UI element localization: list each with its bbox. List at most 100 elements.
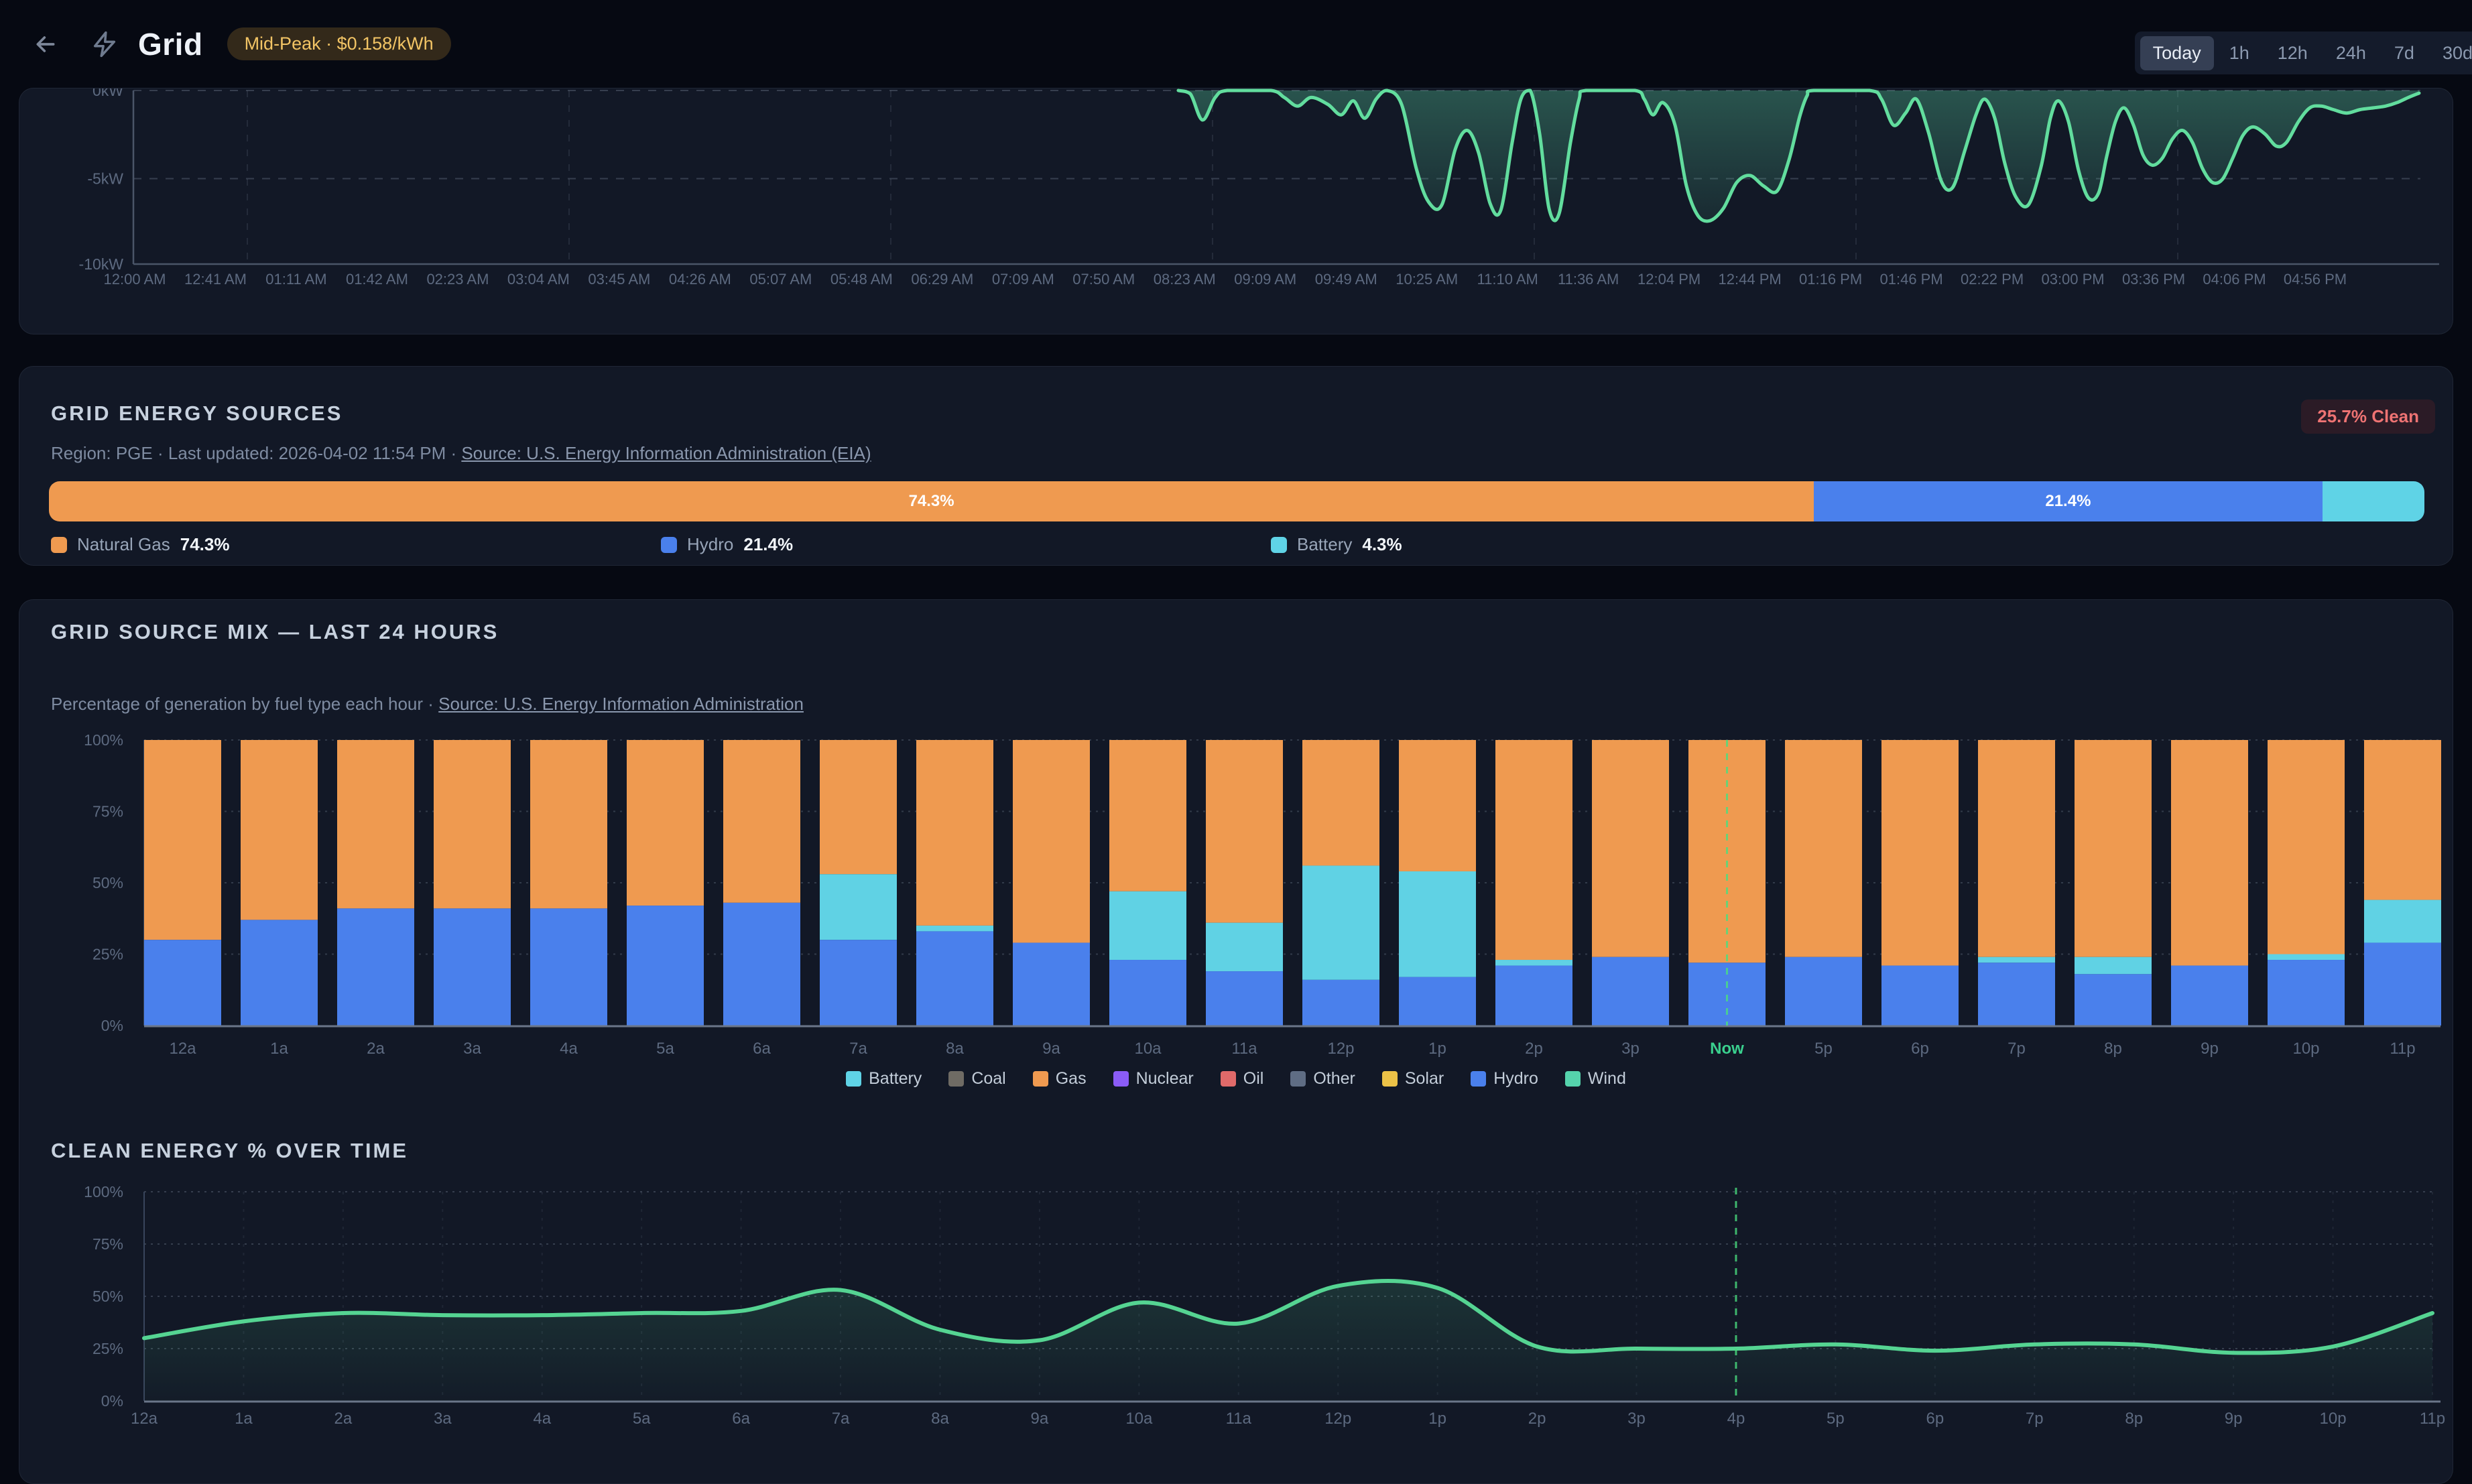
range-button-12h[interactable]: 12h xyxy=(2265,36,2321,70)
mix-bar-hydro-9a xyxy=(1013,942,1090,1026)
range-button-24h[interactable]: 24h xyxy=(2323,36,2379,70)
mix-bar-gas-4a xyxy=(530,740,607,909)
legend-item-battery: Battery 4.3% xyxy=(1271,534,1881,555)
power-area-fill xyxy=(1178,90,2419,222)
axis-tick-label: 3p xyxy=(1621,1040,1640,1058)
clean-percent-badge: 25.7% Clean xyxy=(2301,399,2435,434)
mix-bar-hydro-6p xyxy=(1881,965,1959,1026)
axis-tick-label: 8a xyxy=(931,1410,949,1428)
fuel-legend-label: Solar xyxy=(1404,1069,1444,1088)
axis-tick-label: 05:07 AM xyxy=(749,271,812,288)
mix-bar-gas-6a xyxy=(723,740,800,903)
axis-tick-label: 2a xyxy=(367,1040,385,1058)
mix-bar-gas-6p xyxy=(1881,740,1959,966)
sources-meta: Region: PGE · Last updated: 2026-04-02 1… xyxy=(51,443,871,463)
axis-tick-label: 4a xyxy=(533,1410,551,1428)
range-button-7d[interactable]: 7d xyxy=(2382,36,2427,70)
axis-tick-label: 7a xyxy=(832,1410,850,1428)
fuel-legend-label: Gas xyxy=(1055,1069,1087,1088)
fuel-legend-label: Battery xyxy=(869,1069,922,1088)
range-button-today[interactable]: Today xyxy=(2140,36,2214,70)
axis-tick-label: 01:11 AM xyxy=(265,271,326,288)
legend-label: Natural Gas xyxy=(77,534,170,554)
axis-tick-label: 12:41 AM xyxy=(184,271,247,288)
axis-tick-label: 03:45 AM xyxy=(588,271,650,288)
mix-bar-battery-7a xyxy=(820,874,897,940)
axis-tick-label: 09:09 AM xyxy=(1234,271,1296,288)
range-button-30d[interactable]: 30d xyxy=(2430,36,2472,70)
mix-bar-gas-8p xyxy=(2075,740,2152,957)
arrow-left-icon xyxy=(36,36,55,52)
mix-bar-hydro-12p xyxy=(1302,979,1379,1026)
axis-tick-label: 12p xyxy=(1324,1410,1351,1428)
legend-label: Hydro xyxy=(687,534,734,554)
mix-bar-hydro-1a xyxy=(241,920,318,1026)
axis-tick-label: 6p xyxy=(1911,1040,1929,1058)
axis-tick-label: 09:49 AM xyxy=(1315,271,1377,288)
mix-bar-battery-11a xyxy=(1206,922,1283,972)
sources-source-link[interactable]: Source: U.S. Energy Information Administ… xyxy=(461,443,871,463)
axis-tick-label: 5p xyxy=(1827,1410,1845,1428)
fuel-legend-label: Wind xyxy=(1587,1069,1626,1088)
axis-tick-label: 01:42 AM xyxy=(346,271,408,288)
fuel-legend-item-hydro: Hydro xyxy=(1471,1069,1538,1089)
grid-power-card: 0kW -5kW -10kW 12:00 AM 12:41 AM 01:11 AM 01:4… xyxy=(19,88,2453,334)
fuel-legend-item-oil: Oil xyxy=(1220,1069,1263,1089)
axis-tick-label: 75% xyxy=(92,1235,123,1253)
sources-meta-text: Region: PGE · Last updated: 2026-04-02 1… xyxy=(51,443,462,463)
segment-percent-label: 74.3% xyxy=(908,492,954,510)
axis-tick-label: 03:36 PM xyxy=(2122,271,2185,288)
axis-tick-label: 2p xyxy=(1525,1040,1543,1058)
mix-bar-hydro-8p xyxy=(2075,974,2152,1026)
axis-tick-label: 07:09 AM xyxy=(992,271,1054,288)
legend-item-hydro: Hydro 21.4% xyxy=(661,534,1271,555)
source-mix-source-link[interactable]: Source: U.S. Energy Information Administ… xyxy=(438,694,804,714)
tariff-badge: Mid-Peak · $0.158/kWh xyxy=(227,27,451,60)
back-button[interactable] xyxy=(28,27,63,62)
fuel-legend-label: Coal xyxy=(971,1069,1006,1088)
fuel-legend-swatch xyxy=(1220,1071,1236,1087)
axis-tick-label: 11a xyxy=(1226,1410,1252,1428)
legend-value: 74.3% xyxy=(180,534,230,554)
mix-bar-hydro-3a xyxy=(434,908,511,1026)
grid-energy-sources-card: GRID ENERGY SOURCES 25.7% Clean Region: … xyxy=(19,366,2453,566)
axis-tick-label: 0kW xyxy=(92,88,123,99)
mix-bar-hydro-2p xyxy=(1495,965,1572,1026)
legend-label: Battery xyxy=(1297,534,1353,554)
mix-bar-gas-3p xyxy=(1592,740,1669,957)
clean-line-series xyxy=(142,1279,2434,1355)
axis-tick-label: 7p xyxy=(2026,1410,2044,1428)
axis-tick-label: 12:04 PM xyxy=(1637,271,1701,288)
axis-tick-label: 75% xyxy=(92,803,123,820)
grid-source-mix-card: GRID SOURCE MIX — LAST 24 HOURS Percenta… xyxy=(19,599,2453,1484)
range-button-1h[interactable]: 1h xyxy=(2217,36,2262,70)
mix-bar-battery-7p xyxy=(1978,956,2055,963)
mix-bar-gas-12p xyxy=(1302,740,1379,866)
mix-bar-battery-8a xyxy=(916,925,993,932)
axis-tick-label: 5a xyxy=(656,1040,674,1058)
mix-bar-battery-2p xyxy=(1495,960,1572,966)
mix-bar-hydro-5a xyxy=(627,906,704,1026)
axis-tick-label: 4a xyxy=(560,1040,578,1058)
legend-item-natural-gas: Natural Gas 74.3% xyxy=(51,534,661,555)
clean-area-fill xyxy=(144,1280,2432,1401)
axis-tick-label: 02:22 PM xyxy=(1961,271,2024,288)
axis-tick-label: 8a xyxy=(946,1040,964,1058)
axis-tick-label: 01:46 PM xyxy=(1880,271,1943,288)
mix-bar-hydro-1p xyxy=(1399,977,1476,1026)
power-line-series xyxy=(1176,88,2421,223)
axis-tick-label: 10p xyxy=(2320,1410,2347,1428)
axis-tick-label: 1p xyxy=(1428,1410,1446,1428)
legend-swatch xyxy=(661,536,677,553)
fuel-legend-swatch xyxy=(1113,1071,1129,1087)
axis-tick-label: 11a xyxy=(1231,1040,1257,1058)
axis-tick-label: 06:29 AM xyxy=(911,271,973,288)
axis-tick-label: 08:23 AM xyxy=(1154,271,1216,288)
mix-bar-gas-9p xyxy=(2171,740,2248,966)
source-segment-natural-gas: 74.3% xyxy=(49,481,1814,521)
mix-bar-hydro-5p xyxy=(1785,956,1862,1026)
axis-tick-label: 10p xyxy=(2292,1040,2319,1058)
legend-swatch xyxy=(51,536,67,553)
fuel-legend-item-gas: Gas xyxy=(1032,1069,1087,1089)
mix-bar-battery-1p xyxy=(1399,871,1476,977)
